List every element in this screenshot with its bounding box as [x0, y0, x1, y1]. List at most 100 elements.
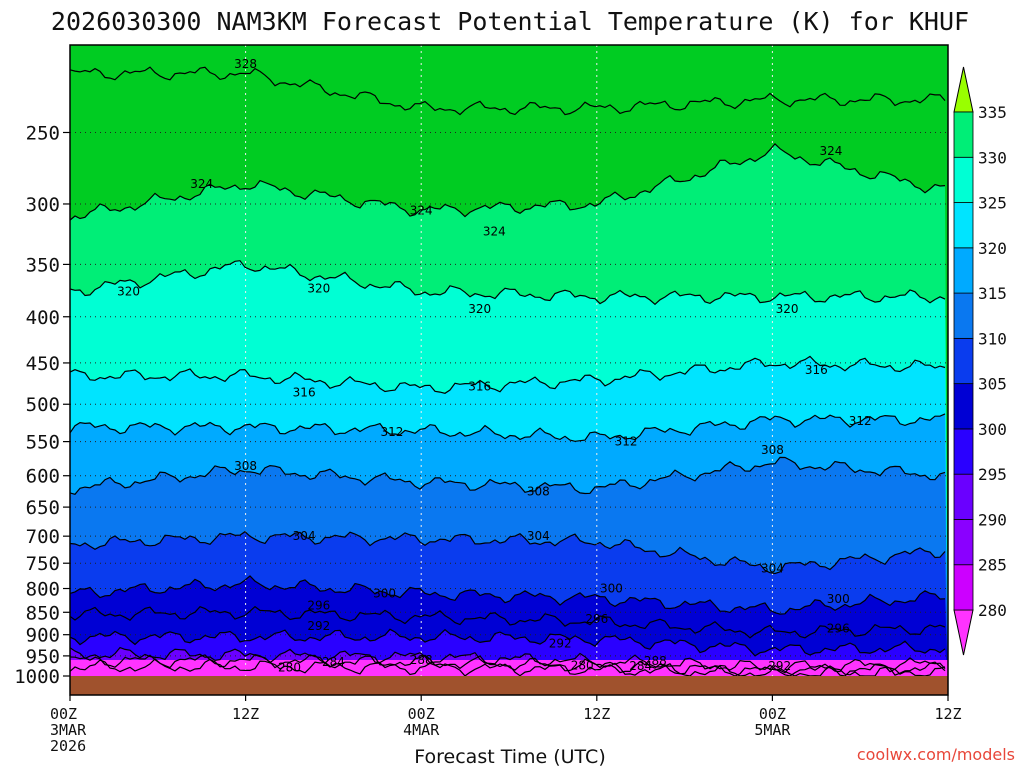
contour-label: 324: [819, 144, 842, 158]
y-tick-label: 300: [26, 194, 60, 216]
contour-label: 312: [849, 414, 872, 428]
y-tick-label: 600: [26, 466, 60, 488]
colorbar-label: 300: [978, 420, 1007, 439]
colorbar-label: 305: [978, 375, 1007, 394]
contour-label: 284: [322, 655, 345, 669]
contour-312: [69, 413, 946, 442]
contour-label: 292: [307, 619, 330, 633]
colorbar-max-arrow: [953, 66, 974, 113]
contour-label: 316: [805, 363, 828, 377]
contour-284: [69, 653, 946, 677]
colorbar-label: 330: [978, 148, 1007, 167]
colorbar-swatch: [953, 202, 974, 249]
contour-320: [69, 260, 946, 306]
y-tick-label: 950: [26, 646, 60, 668]
contour-300: [69, 575, 946, 615]
contour-label: 292: [768, 659, 791, 673]
contour-label: 292: [549, 636, 572, 650]
contour-label: 312: [615, 435, 638, 449]
contour-label: 304: [761, 561, 784, 575]
colorbar-swatch: [953, 519, 974, 566]
colorbar-swatch: [953, 156, 974, 203]
contour-label: 312: [380, 425, 403, 439]
contour-label: 316: [468, 380, 491, 394]
x-tick-label: 00Z: [759, 705, 786, 723]
contour-label: 284: [629, 659, 652, 673]
contour-label: 296: [307, 598, 330, 612]
x-tick-label: 12Z: [583, 705, 610, 723]
y-tick-label: 750: [26, 553, 60, 575]
colorbar-swatch: [953, 473, 974, 520]
source-credit[interactable]: coolwx.com/models: [857, 745, 1015, 764]
colorbar-label: 295: [978, 465, 1007, 484]
colorbar-label: 335: [978, 103, 1007, 122]
contour-label: 324: [410, 203, 433, 217]
colorbar-swatch: [953, 292, 974, 339]
colorbar-label: 325: [978, 194, 1007, 213]
x-tick-label: 00Z: [408, 705, 435, 723]
colorbar-swatch: [953, 383, 974, 430]
y-tick-label: 250: [26, 122, 60, 144]
contour-label: 324: [483, 225, 506, 239]
contour-labels: 328 324 324 324 324 320 320 320 320 316 316 316 312 3…: [117, 57, 872, 674]
contour-label: 308: [527, 485, 550, 499]
y-tick-label: 400: [26, 307, 60, 329]
contour-label: 320: [117, 284, 140, 298]
colorbar-label: 320: [978, 239, 1007, 258]
contour-label: 308: [761, 443, 784, 457]
contour-label: 304: [293, 529, 316, 543]
x-tick-label: 00Z: [50, 705, 77, 723]
colorbar-label: 315: [978, 284, 1007, 303]
contour-label: 320: [468, 302, 491, 316]
y-tick-label: 800: [26, 579, 60, 601]
colorbar-swatch: [953, 564, 974, 611]
contour-label: 300: [827, 592, 850, 606]
x-tick-label: 5MAR: [754, 721, 791, 739]
colorbar-swatch: [953, 337, 974, 385]
contour-label: 328: [234, 57, 257, 71]
contour-label: 304: [527, 529, 550, 543]
y-tick-label: 850: [26, 602, 60, 624]
y-tick-label: 700: [26, 526, 60, 548]
y-tick-label: 650: [26, 497, 60, 519]
colorbar-swatch: [953, 247, 974, 294]
x-tick-label: 12Z: [232, 705, 259, 723]
contour-label: 280: [571, 658, 594, 672]
y-tick-label: 350: [26, 254, 60, 276]
contour-label: 288: [644, 654, 667, 668]
contour-308: [69, 456, 946, 495]
contour-label: 300: [373, 586, 396, 600]
contour-label: 324: [190, 177, 213, 191]
contour-288: [69, 646, 946, 674]
y-tick-label: 500: [26, 394, 60, 416]
contour-324: [69, 143, 946, 221]
x-tick-label: 3MAR: [50, 721, 87, 739]
contour-lines: [69, 66, 946, 677]
contour-label: 316: [293, 385, 316, 399]
x-tick-label: 2026: [50, 737, 86, 755]
plot-area: [70, 45, 948, 677]
ground-surface: [70, 676, 948, 695]
fill-band-surface: [70, 660, 948, 676]
y-tick-label: 1000: [14, 666, 60, 688]
contour-label: 320: [776, 302, 799, 316]
contour-328: [69, 66, 946, 116]
contour-label: 296: [827, 622, 850, 636]
x-tick-label: 12Z: [934, 705, 961, 723]
contour-label: 280: [278, 660, 301, 674]
contour-label: 288: [410, 653, 433, 667]
y-tick-label: 450: [26, 353, 60, 375]
contour-304: [69, 530, 946, 575]
chart-title: 2026030300 NAM3KM Forecast Potential Tem…: [51, 7, 969, 36]
contour-label: 308: [234, 459, 257, 473]
contour-316: [69, 355, 946, 394]
y-tick-label: 550: [26, 432, 60, 454]
colorbar-label: 290: [978, 510, 1007, 529]
colorbar-min-arrow: [953, 609, 974, 656]
contour-296: [69, 605, 946, 639]
contour-label: 296: [585, 612, 608, 626]
colorbar-swatch: [953, 111, 974, 158]
